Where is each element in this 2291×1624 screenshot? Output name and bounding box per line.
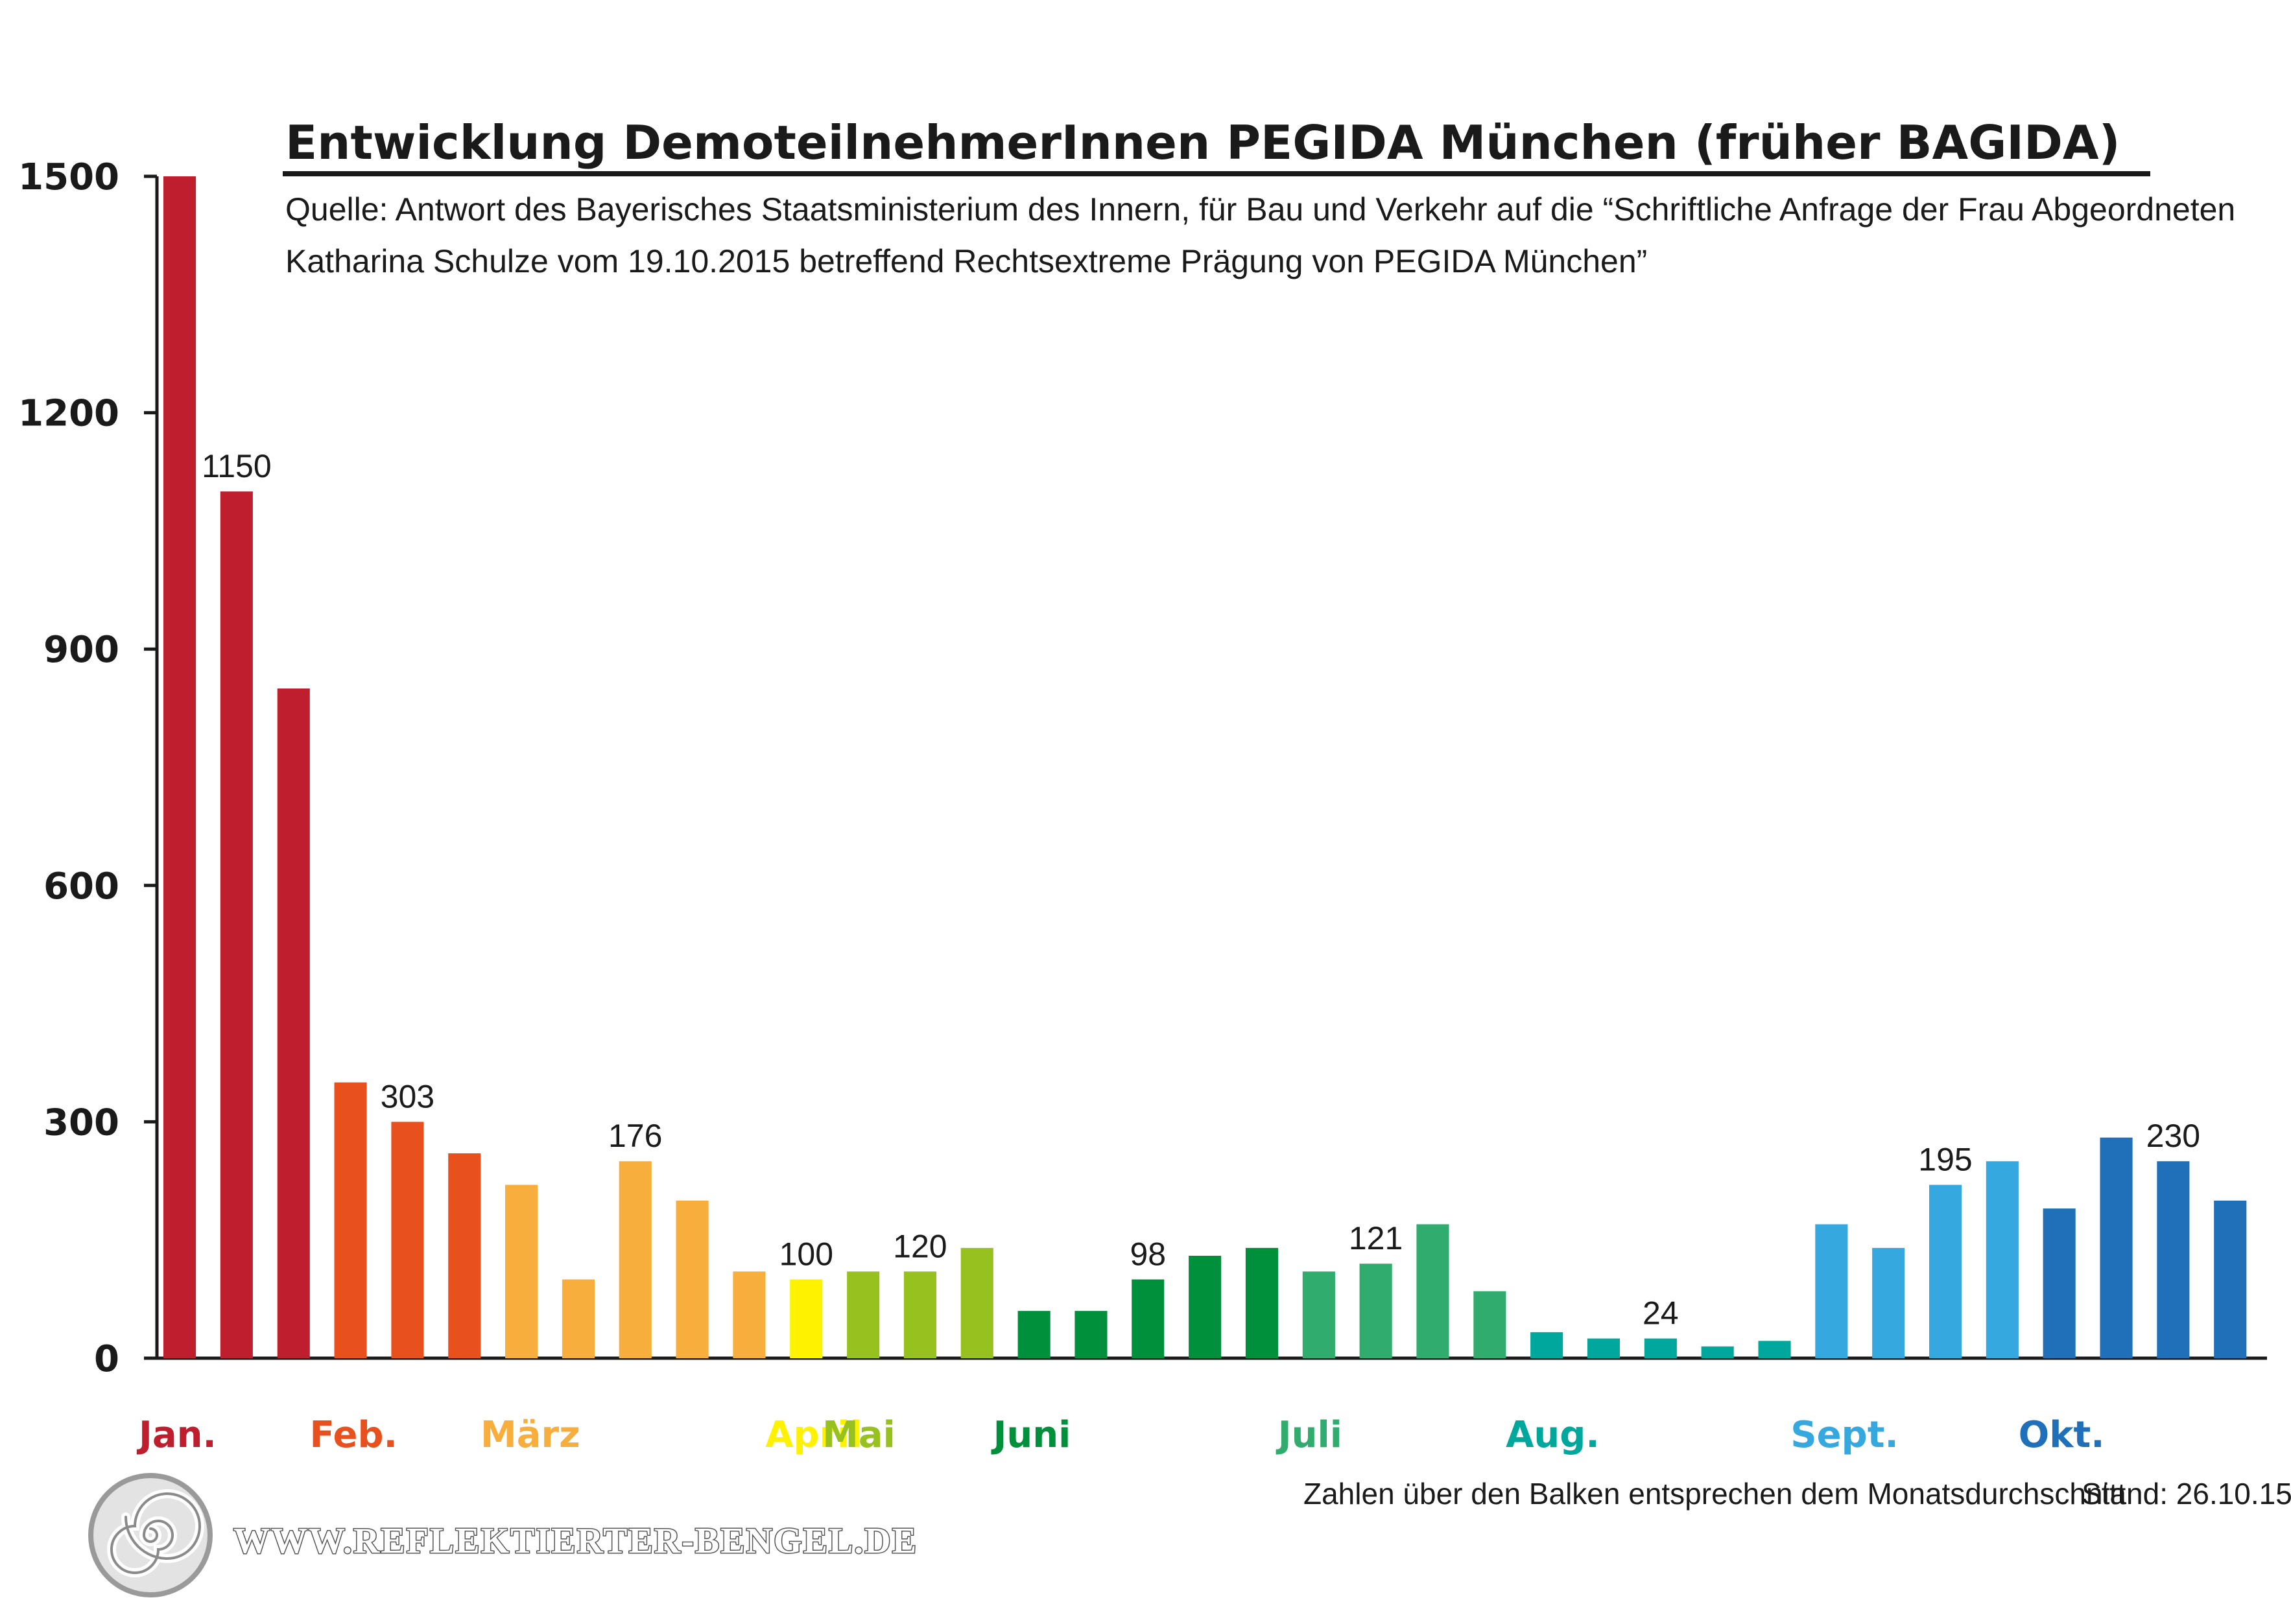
bar: [1359, 1264, 1392, 1358]
bar: [163, 176, 196, 1358]
bar-average-label: 195: [1918, 1142, 1972, 1178]
title-underline: [283, 171, 2150, 176]
bar: [1132, 1279, 1165, 1358]
bar: [277, 688, 310, 1358]
bar: [1644, 1338, 1677, 1358]
bar-average-label: 98: [1130, 1236, 1166, 1273]
source-line-2: Katharina Schulze vom 19.10.2015 betreff…: [285, 243, 1647, 279]
watermark: WWW.REFLEKTIERTER-BENGEL.DE: [88, 1473, 918, 1597]
y-tick-label: 1500: [18, 156, 119, 198]
bar: [1986, 1161, 2019, 1358]
month-label: Juni: [991, 1414, 1071, 1456]
bar: [1189, 1256, 1222, 1358]
average-labels: 1150 303 176 100 120 98 121 24 195 230: [202, 448, 2200, 1332]
month-label: März: [481, 1414, 580, 1456]
bar: [676, 1200, 709, 1358]
y-tick-label: 300: [43, 1101, 119, 1144]
month-label: Juli: [1276, 1414, 1342, 1456]
month-label: Jan.: [136, 1414, 217, 1456]
bar: [1416, 1224, 1449, 1358]
bar: [619, 1161, 652, 1358]
bar: [1587, 1338, 1620, 1358]
bar: [1302, 1271, 1335, 1358]
bar: [505, 1184, 538, 1358]
bar: [391, 1122, 424, 1358]
bar: [2100, 1137, 2133, 1358]
bar-average-label: 176: [608, 1118, 662, 1154]
bar: [1815, 1224, 1848, 1358]
bar: [334, 1082, 367, 1358]
month-label: Feb.: [310, 1414, 398, 1456]
y-tick-label: 600: [43, 865, 119, 908]
bar-average-label: 1150: [202, 448, 272, 484]
bar: [2043, 1208, 2076, 1358]
bar: [733, 1271, 766, 1358]
bar: [960, 1247, 993, 1358]
bar-average-label: 303: [381, 1078, 434, 1114]
bar: [847, 1271, 880, 1358]
bar: [448, 1153, 481, 1358]
bar: [1758, 1341, 1791, 1358]
bar-average-label: 120: [893, 1228, 947, 1264]
bar: [2214, 1200, 2247, 1358]
bars: [163, 176, 2247, 1358]
y-tick-label: 0: [94, 1338, 119, 1380]
footnote: Zahlen über den Balken entsprechen dem M…: [1303, 1477, 2126, 1511]
month-label: Aug.: [1506, 1414, 1600, 1456]
bar-average-label: 24: [1643, 1295, 1679, 1332]
month-label: Sept.: [1790, 1414, 1898, 1456]
bar: [1074, 1311, 1108, 1358]
bar-average-label: 100: [779, 1236, 833, 1273]
spiral-icon: [88, 1473, 213, 1597]
source-line-1: Quelle: Antwort des Bayerisches Staatsmi…: [285, 191, 2235, 228]
bar: [1245, 1247, 1278, 1358]
bar-average-label: 121: [1349, 1220, 1403, 1256]
bar: [562, 1279, 595, 1358]
y-tick-label: 1200: [18, 393, 119, 435]
month-label: Okt.: [2019, 1414, 2105, 1456]
bar: [1701, 1346, 1734, 1358]
bar: [790, 1279, 823, 1358]
bar: [1929, 1184, 1962, 1358]
bar: [1473, 1291, 1506, 1358]
bar: [220, 491, 253, 1358]
bar: [2157, 1161, 2190, 1358]
y-tick-label: 900: [43, 629, 119, 671]
bar-average-label: 230: [2146, 1118, 2200, 1154]
stand-date: Stand: 26.10.15: [2082, 1477, 2291, 1511]
month-label: Mai: [822, 1414, 896, 1456]
bar: [1872, 1247, 1905, 1358]
bar: [1530, 1332, 1563, 1358]
month-label: April: [765, 1414, 862, 1456]
watermark-text: WWW.REFLEKTIERTER-BENGEL.DE: [233, 1521, 918, 1561]
chart-title: Entwicklung DemoteilnehmerInnen PEGIDA M…: [285, 115, 2120, 170]
bar: [903, 1271, 936, 1358]
bar: [1017, 1311, 1051, 1358]
